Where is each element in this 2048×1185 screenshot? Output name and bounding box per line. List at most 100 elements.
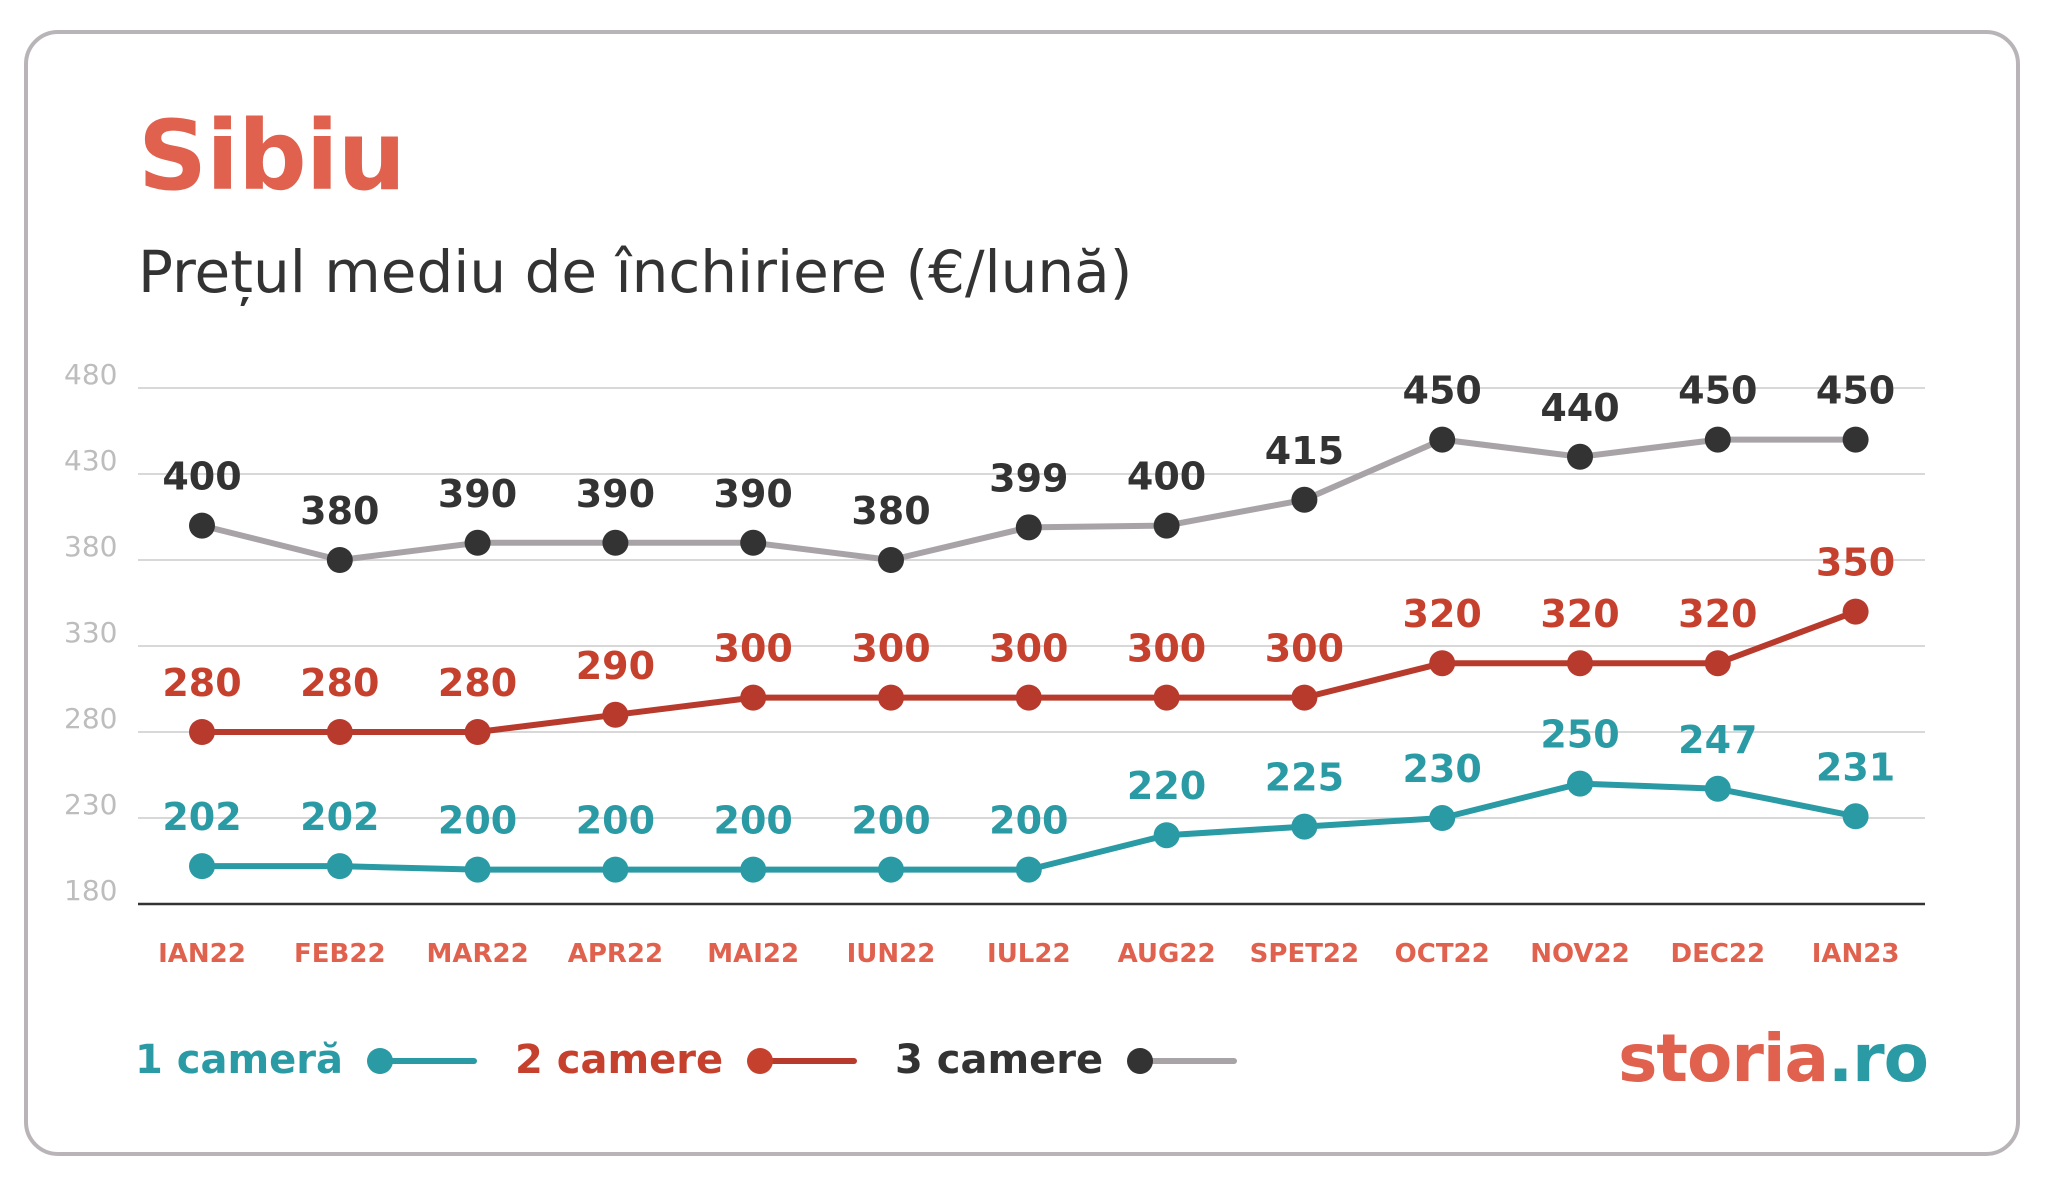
point-s3-iun22 [878,547,904,573]
storia-logo: storia.ro [1618,1020,1929,1097]
point-s2-aug22 [1153,684,1180,711]
point-s1-mai22 [740,856,767,883]
logo-text-storia: storia [1618,1020,1829,1097]
data-label-s2-mar22: 280 [438,661,517,705]
data-label-s2-iul22: 300 [989,627,1068,671]
legend-item-3-camere: 3 camere [895,1030,1238,1090]
y-tick-330: 330 [64,616,117,649]
legend-swatch-2-camere [747,1045,858,1075]
point-s2-dec22 [1704,650,1731,677]
data-label-s2-nov22: 320 [1540,592,1619,636]
point-s1-iul22 [1015,856,1042,883]
point-s1-mar22 [464,856,491,883]
data-label-s1-iul22: 200 [989,799,1068,843]
point-s1-oct22 [1429,805,1456,831]
point-s3-aug22 [1153,512,1180,539]
data-label-s2-mai22: 300 [714,627,793,671]
legend-item-1-camera: 1 cameră [135,1030,477,1090]
y-tick-480: 480 [64,358,117,391]
x-tick-ian22: IAN22 [158,939,246,969]
point-s2-apr22 [602,701,629,728]
legend-swatch-1-camera [367,1045,477,1075]
legend-label-1-camera: 1 cameră [135,1037,343,1083]
point-s3-spet22 [1291,486,1318,513]
point-s1-ian23 [1842,803,1869,830]
data-label-s2-feb22: 280 [300,661,379,705]
x-tick-oct22: OCT22 [1395,939,1490,969]
data-label-s1-feb22: 202 [300,795,379,839]
point-s2-mar22 [464,719,491,745]
y-tick-230: 230 [64,788,117,821]
data-label-s3-oct22: 450 [1403,369,1482,413]
chart-card [24,30,2020,1156]
x-tick-labels: IAN22 FEB22 MAR22 APR22 MAI22 IUN22 IUL22 AUG22… [158,939,1899,969]
x-tick-iul22: IUL22 [987,939,1071,969]
chart-subtitle: Prețul mediu de închiriere (€/lună) [138,238,1133,306]
point-s1-apr22 [602,856,629,883]
point-s1-dec22 [1704,775,1731,802]
y-tick-380: 380 [64,530,117,563]
data-label-s3-mai22: 390 [714,472,793,516]
point-s3-oct22 [1429,426,1456,453]
point-s2-feb22 [326,719,353,745]
data-label-s2-spet22: 300 [1265,627,1344,671]
point-s1-iun22 [878,856,904,883]
data-label-s1-mai22: 200 [714,799,793,843]
chart-title: Sibiu [138,100,406,212]
data-label-s3-mar22: 390 [438,472,517,516]
x-tick-mar22: MAR22 [426,939,528,969]
data-label-s3-nov22: 440 [1540,386,1619,430]
data-label-s1-mar22: 200 [438,799,517,843]
x-tick-apr22: APR22 [568,939,663,969]
y-tick-280: 280 [64,702,117,735]
data-label-s3-aug22: 400 [1127,455,1206,499]
data-label-s2-dec22: 320 [1678,592,1757,636]
point-s1-aug22 [1153,822,1180,849]
point-s1-spet22 [1291,813,1318,840]
point-s3-feb22 [326,547,353,573]
data-label-s1-iun22: 200 [851,799,930,843]
x-tick-spet22: SPET22 [1250,939,1359,969]
data-label-s1-oct22: 230 [1403,747,1482,791]
x-tick-mai22: MAI22 [707,939,799,969]
point-s3-mar22 [464,529,491,556]
data-label-s3-iul22: 399 [989,456,1068,500]
data-label-s2-apr22: 290 [576,644,655,688]
point-s2-iul22 [1015,684,1042,711]
data-label-s1-aug22: 220 [1127,764,1206,808]
point-s2-nov22 [1567,650,1593,677]
y-tick-430: 430 [64,444,117,477]
data-label-s3-spet22: 415 [1265,429,1344,473]
point-s2-iun22 [878,684,904,711]
legend-label-2-camere: 2 camere [515,1037,724,1083]
data-label-s3-apr22: 390 [576,472,655,516]
point-s3-apr22 [602,529,629,556]
legend-label-3-camere: 3 camere [895,1037,1104,1083]
legend-item-2-camere: 2 camere [515,1030,858,1090]
data-label-s1-apr22: 200 [576,799,655,843]
point-s3-dec22 [1704,426,1731,453]
point-s2-oct22 [1429,650,1456,677]
point-s2-ian23 [1842,598,1869,625]
point-s3-iul22 [1015,514,1042,541]
point-s2-spet22 [1291,684,1318,711]
point-s3-nov22 [1567,443,1593,470]
data-label-s3-iun22: 380 [851,489,930,533]
x-tick-iun22: IUN22 [847,939,936,969]
y-tick-180: 180 [64,874,117,907]
logo-text-ro: .ro [1828,1020,1929,1097]
x-tick-aug22: AUG22 [1118,939,1216,969]
data-label-s1-nov22: 250 [1540,713,1619,757]
data-label-s2-aug22: 300 [1127,627,1206,671]
x-tick-nov22: NOV22 [1530,939,1629,969]
data-label-s3-ian22: 400 [162,455,241,499]
x-tick-feb22: FEB22 [294,939,386,969]
series-points [189,426,1869,883]
x-tick-dec22: DEC22 [1670,939,1765,969]
data-label-s3-dec22: 450 [1678,369,1757,413]
data-labels: 202 202 200 200 200 200 200 220 225 230 250 247 231 2… [162,369,1895,843]
point-s3-ian23 [1842,426,1869,453]
y-tick-labels: 180 230 280 330 380 430 480 [64,358,117,907]
data-label-s1-ian23: 231 [1816,745,1895,789]
